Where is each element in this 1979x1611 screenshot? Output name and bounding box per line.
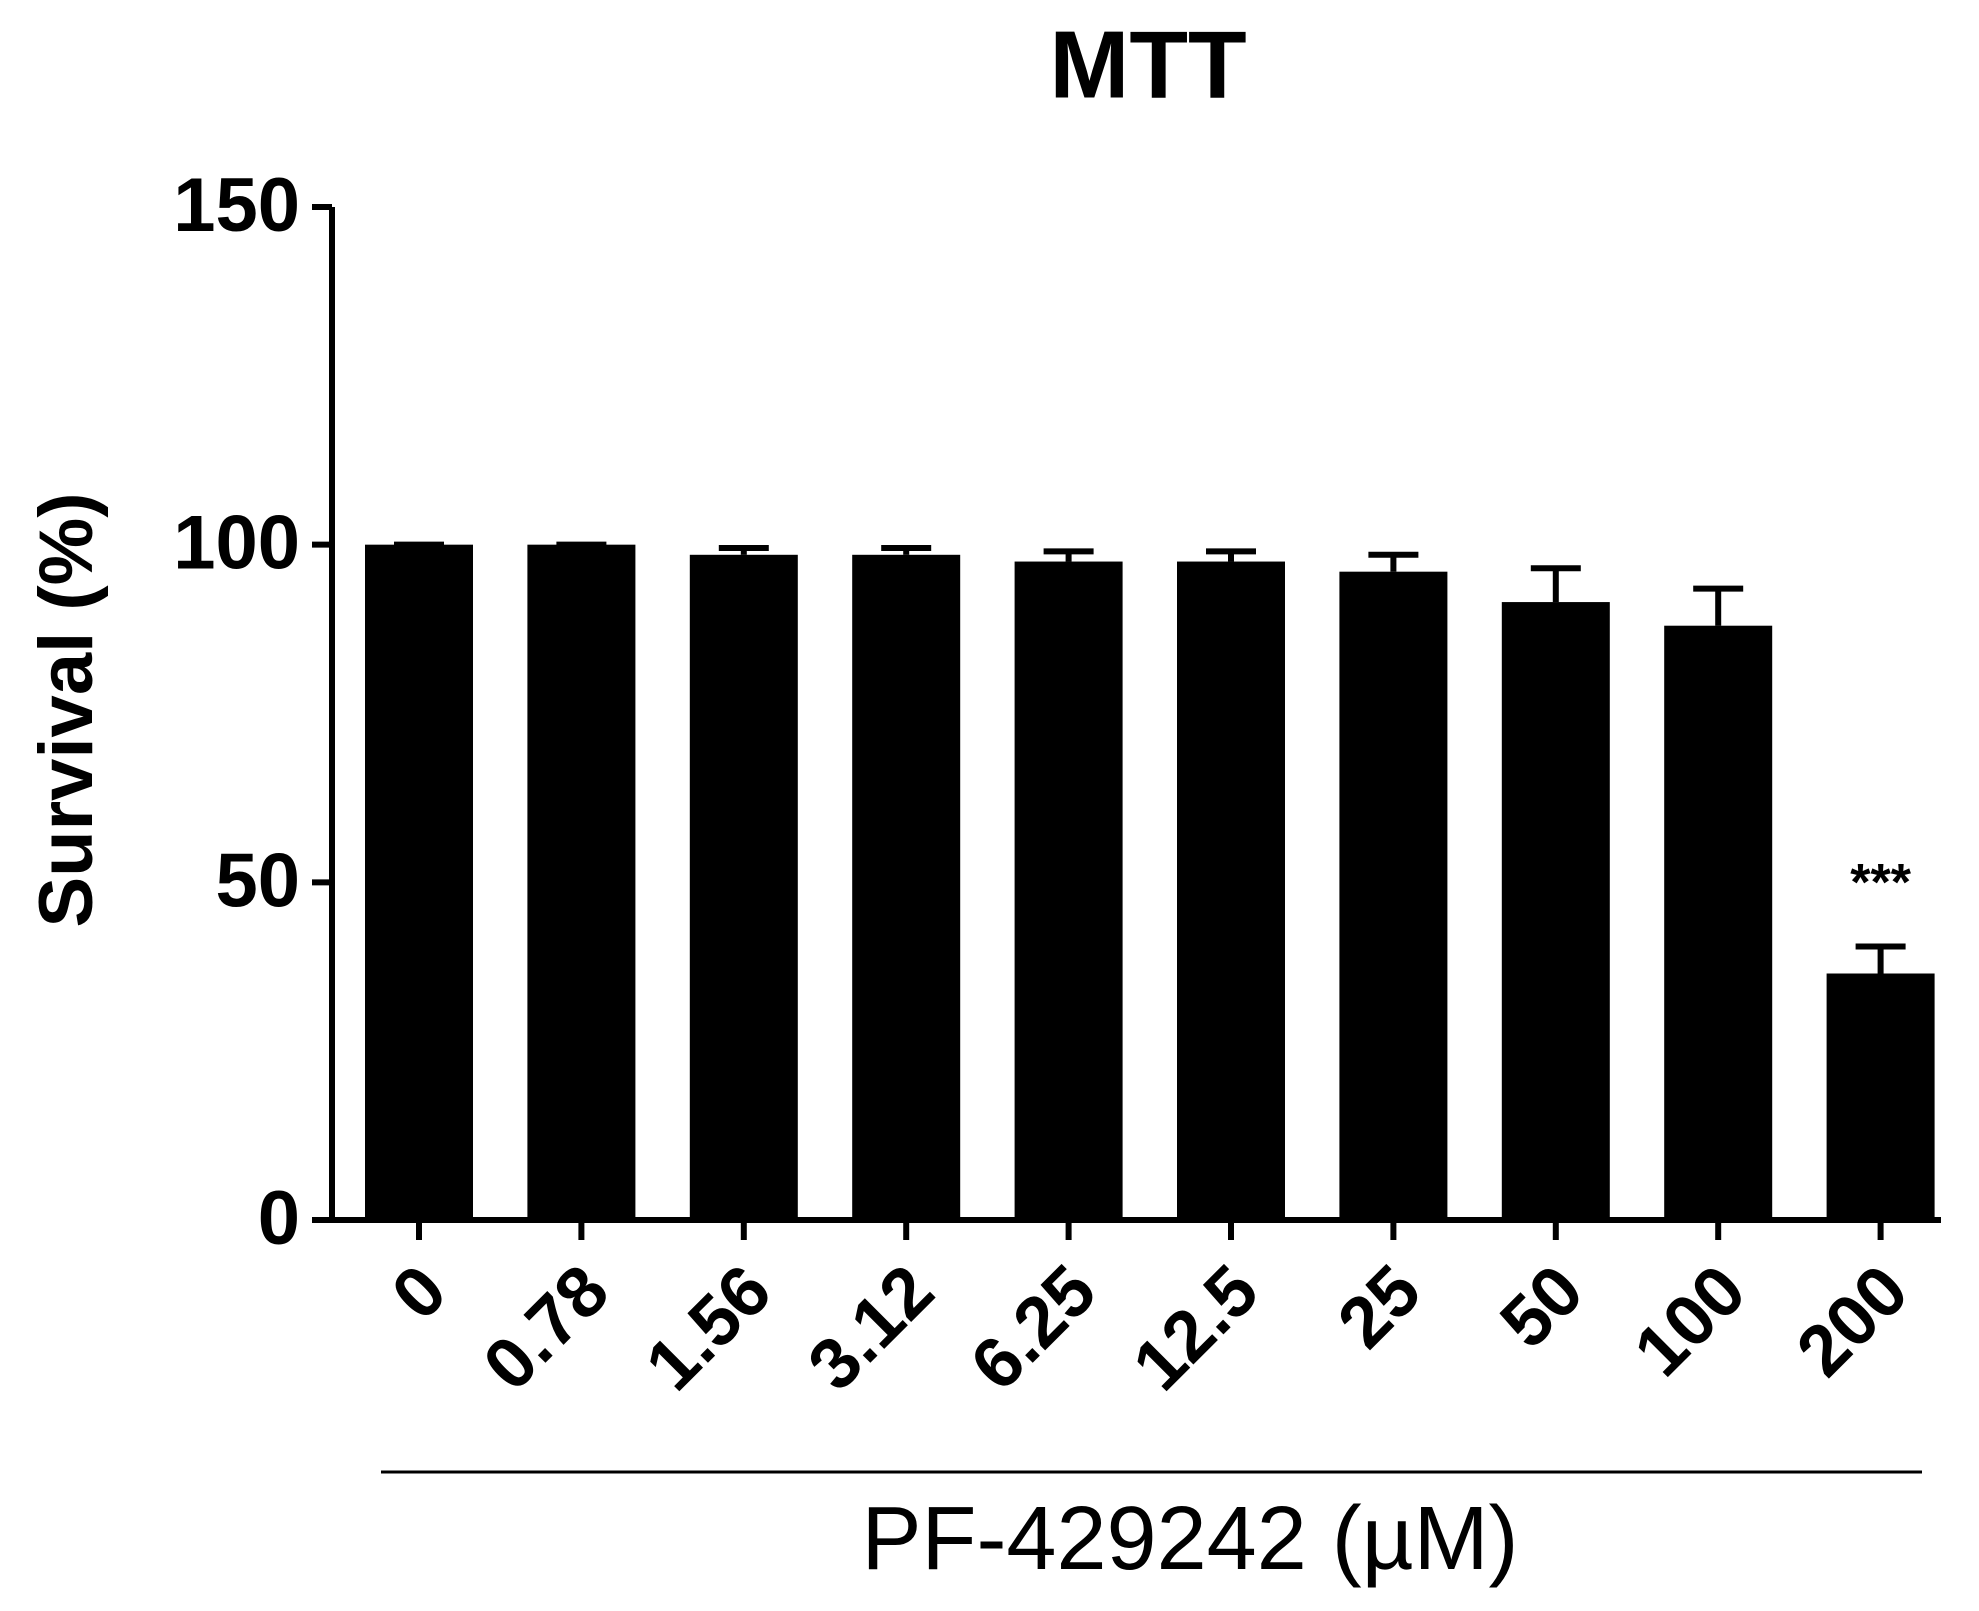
bar bbox=[689, 554, 798, 1220]
y-tick-label: 100 bbox=[173, 501, 300, 586]
bar bbox=[527, 544, 636, 1220]
bar bbox=[1501, 602, 1610, 1220]
x-tick-label: 0 bbox=[377, 1250, 462, 1335]
x-tick-label: 25 bbox=[1323, 1250, 1436, 1363]
x-tick-label: 12.5 bbox=[1118, 1250, 1274, 1406]
x-axis-label: PF-429242 (µM) bbox=[861, 1489, 1518, 1589]
bar bbox=[1177, 561, 1285, 1220]
x-tick-label: 100 bbox=[1619, 1250, 1761, 1392]
x-tick-label: 1.56 bbox=[631, 1250, 787, 1406]
x-tick-label: 200 bbox=[1782, 1250, 1924, 1392]
bar bbox=[365, 544, 473, 1220]
bar bbox=[1826, 973, 1935, 1220]
bar bbox=[1014, 561, 1123, 1220]
x-tick-label: 0.78 bbox=[468, 1250, 624, 1406]
x-tick-label: 3.12 bbox=[793, 1250, 949, 1406]
significance-label: *** bbox=[1850, 854, 1911, 912]
y-tick-label: 0 bbox=[258, 1176, 300, 1261]
bar bbox=[852, 554, 961, 1220]
y-tick-label: 50 bbox=[215, 838, 300, 923]
y-tick-label: 150 bbox=[173, 163, 300, 248]
bar bbox=[1664, 625, 1773, 1220]
chart-title: MTT bbox=[1049, 11, 1246, 118]
y-axis-label: Survival (%) bbox=[24, 492, 109, 927]
bar bbox=[1339, 571, 1448, 1220]
x-tick-label: 50 bbox=[1485, 1250, 1598, 1363]
x-tick-label: 6.25 bbox=[956, 1250, 1112, 1406]
